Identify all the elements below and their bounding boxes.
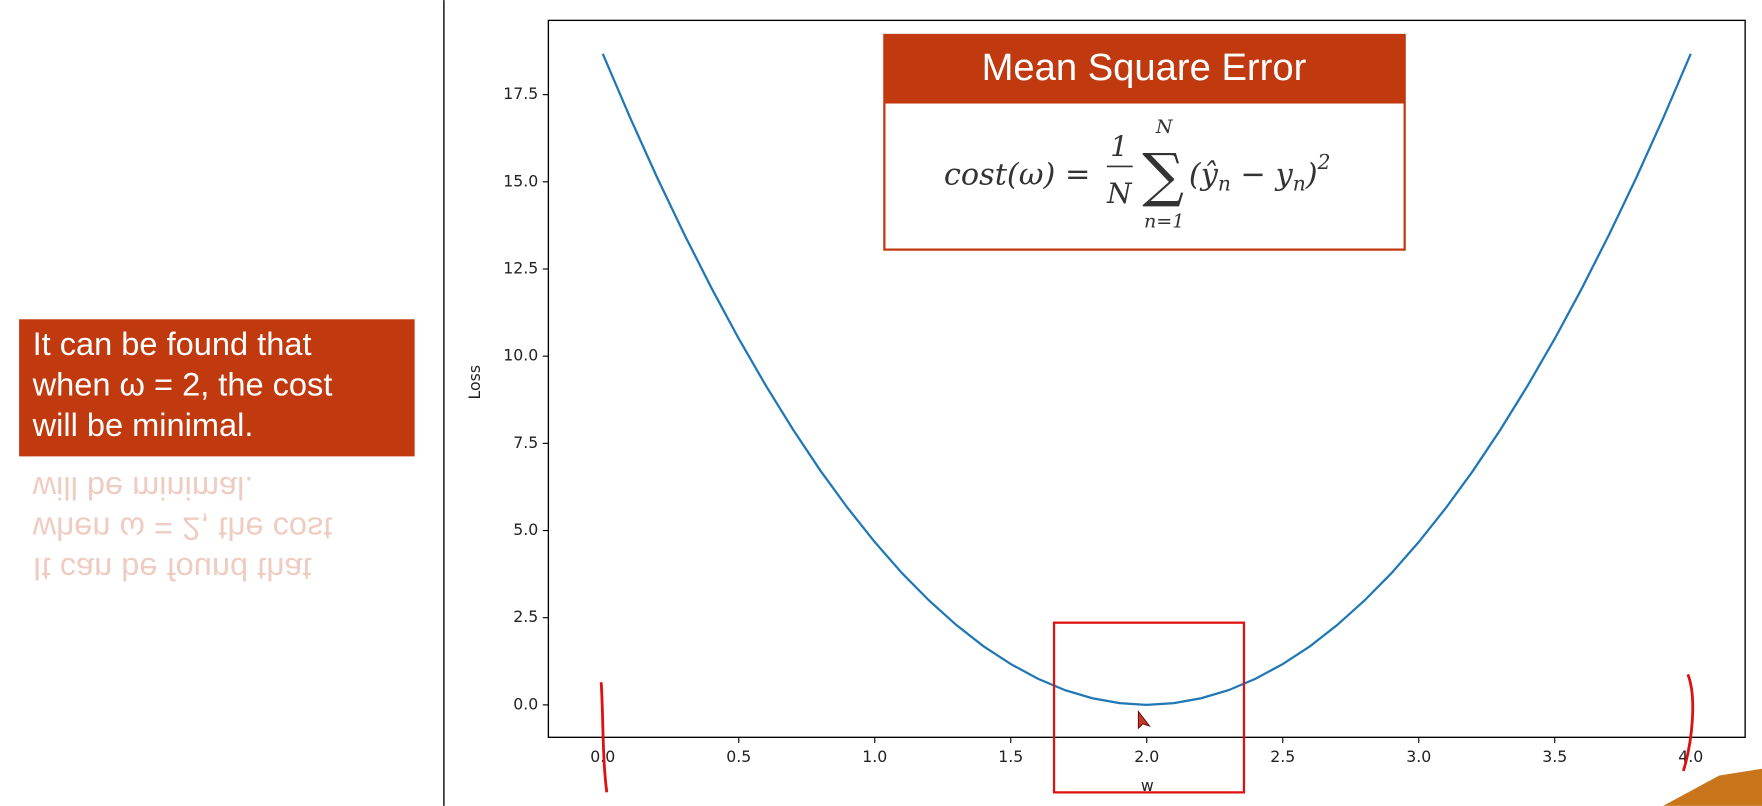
- formula-numerator: 1: [1110, 130, 1128, 163]
- callout-line: when ω = 2, the cost: [32, 366, 333, 402]
- x-tick-label: 2.0: [1134, 747, 1159, 766]
- formula-sub1: n: [1218, 171, 1231, 195]
- formula-close: ): [1305, 158, 1318, 193]
- formula-header: [884, 34, 1405, 104]
- pen-mark: [599, 682, 609, 793]
- corner-graphic: [1663, 768, 1762, 806]
- formula-sub2: n: [1293, 171, 1306, 195]
- callout-reflection-line: will be minimal.: [32, 470, 254, 506]
- x-tick-label: 2.5: [1270, 747, 1295, 766]
- pen-mark: [1681, 673, 1695, 772]
- formula-title: Mean Square Error: [982, 46, 1307, 89]
- formula-sum-top: N: [1155, 115, 1174, 138]
- x-axis-label: w: [1141, 776, 1154, 795]
- formula-term-open: (ŷ: [1189, 158, 1219, 193]
- callout: It can be found that when ω = 2, the cost…: [32, 326, 333, 587]
- formula-term: (ŷn − yn)2: [1189, 150, 1331, 195]
- formula-lhs: cost(ω) =: [944, 158, 1090, 193]
- formula-power: 2: [1317, 150, 1331, 174]
- loss-curve: [601, 53, 1692, 707]
- y-tick-label: 17.5: [503, 84, 538, 103]
- callout-line: will be minimal.: [32, 407, 254, 443]
- x-tick-label: 4.0: [1678, 747, 1703, 766]
- callout-box: [19, 319, 415, 457]
- y-tick-label: 15.0: [503, 171, 538, 190]
- formula-sum: ∑: [1142, 141, 1184, 209]
- x-tick-label: 3.5: [1542, 747, 1567, 766]
- x-tick-label: 1.0: [862, 747, 887, 766]
- x-tick-label: 1.5: [998, 747, 1023, 766]
- x-tick-label: 0.5: [726, 747, 751, 766]
- y-tick-label: 2.5: [513, 607, 538, 626]
- y-tick-label: 5.0: [513, 520, 538, 539]
- cursor: [1137, 710, 1151, 730]
- y-tick-label: 0.0: [513, 694, 538, 713]
- highlight-box: [1052, 621, 1246, 794]
- callout-line: It can be found that: [33, 326, 312, 362]
- y-axis-label: Loss: [465, 365, 484, 399]
- y-tick-label: 7.5: [513, 433, 538, 452]
- callout-reflection-line: when ω = 2, the cost: [32, 510, 333, 546]
- formula-minus: − y: [1231, 158, 1294, 193]
- formula-denominator: N: [1106, 177, 1133, 210]
- callout-reflection: It can be found that when ω = 2, the cost…: [32, 470, 333, 587]
- y-tick-label: 10.0: [503, 346, 538, 365]
- x-tick-label: 3.0: [1406, 747, 1431, 766]
- callout-reflection-line: It can be found that: [33, 551, 312, 587]
- formula-sum-bottom: n=1: [1144, 210, 1184, 233]
- y-tick-label: 12.5: [503, 258, 538, 277]
